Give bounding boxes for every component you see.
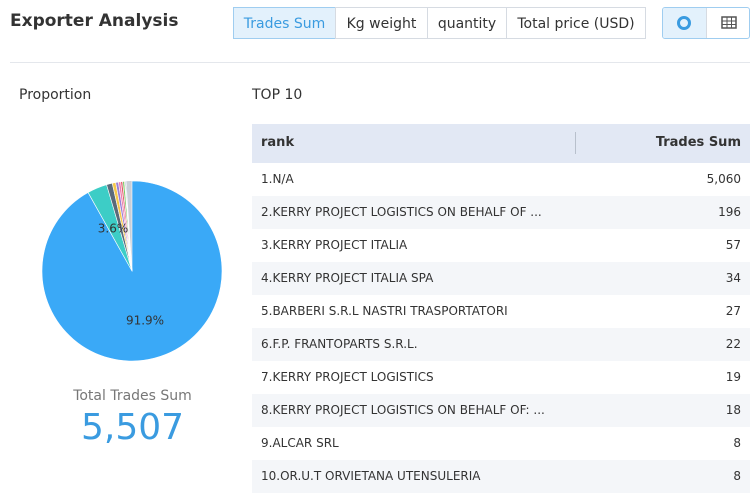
rank-cell: 9.ALCAR SRL <box>261 436 339 450</box>
table-row: 9.ALCAR SRL 8 <box>252 427 750 460</box>
table-row: 2.KERRY PROJECT LOGISTICS ON BEHALF OF .… <box>252 196 750 229</box>
rank-cell: 7.KERRY PROJECT LOGISTICS <box>261 370 434 384</box>
rank-cell: 5.BARBERI S.R.L NASTRI TRASPORTATORI <box>261 304 508 318</box>
metric-tab[interactable]: Trades Sum <box>233 7 336 39</box>
table-row: 8.KERRY PROJECT LOGISTICS ON BEHALF OF: … <box>252 394 750 427</box>
table-row: 4.KERRY PROJECT ITALIA SPA 34 <box>252 262 750 295</box>
pie-chart: 91.9% 3.6% <box>41 180 223 362</box>
table-row: 10.OR.U.T ORVIETANA UTENSULERIA 8 <box>252 460 750 493</box>
pie-slice <box>124 180 133 272</box>
rank-cell: 6.F.P. FRANTOPARTS S.R.L. <box>261 337 418 351</box>
column-header: rank <box>261 135 295 150</box>
rank-cell: 4.KERRY PROJECT ITALIA SPA <box>261 271 434 285</box>
value-cell: 8 <box>733 469 741 483</box>
value-cell: 22 <box>725 337 741 351</box>
total-label: Total Trades Sum <box>73 388 192 404</box>
table-view-button[interactable] <box>706 8 749 38</box>
table-row: 7.KERRY PROJECT LOGISTICS 19 <box>252 361 750 394</box>
divider <box>10 62 750 63</box>
table-row: 5.BARBERI S.R.L NASTRI TRASPORTATORI 27 <box>252 295 750 328</box>
section-title: TOP 10 <box>252 87 303 103</box>
page-title: Exporter Analysis <box>10 11 179 31</box>
table-row: 1.N/A 5,060 <box>252 163 750 196</box>
pie-view-button[interactable] <box>663 8 706 38</box>
value-cell: 34 <box>725 271 741 285</box>
value-cell: 18 <box>725 403 741 417</box>
rank-cell: 2.KERRY PROJECT LOGISTICS ON BEHALF OF .… <box>261 205 542 219</box>
table-row: 3.KERRY PROJECT ITALIA 57 <box>252 229 750 262</box>
slice-label: 3.6% <box>98 222 129 236</box>
rank-cell: 10.OR.U.T ORVIETANA UTENSULERIA <box>261 469 481 483</box>
view-toggle <box>662 7 750 39</box>
slice-label: 91.9% <box>126 314 164 328</box>
value-cell: 8 <box>733 436 741 450</box>
table-row: 6.F.P. FRANTOPARTS S.R.L. 22 <box>252 328 750 361</box>
value-cell: 196 <box>718 205 741 219</box>
metric-tab[interactable]: quantity <box>427 7 507 39</box>
section-title: Proportion <box>19 87 92 103</box>
table-header: rank Trades Sum <box>252 124 750 163</box>
column-divider <box>575 132 576 154</box>
total-value: 5,507 <box>80 407 185 448</box>
value-cell: 5,060 <box>706 172 741 186</box>
metric-tab[interactable]: Kg weight <box>335 7 428 39</box>
metric-tab[interactable]: Total price (USD) <box>506 7 646 39</box>
column-header: Trades Sum <box>655 135 741 150</box>
rank-cell: 8.KERRY PROJECT LOGISTICS ON BEHALF OF: … <box>261 403 545 417</box>
value-cell: 57 <box>725 238 741 252</box>
rank-cell: 1.N/A <box>261 172 294 186</box>
value-cell: 27 <box>725 304 741 318</box>
value-cell: 19 <box>725 370 741 384</box>
rank-cell: 3.KERRY PROJECT ITALIA <box>261 238 408 252</box>
